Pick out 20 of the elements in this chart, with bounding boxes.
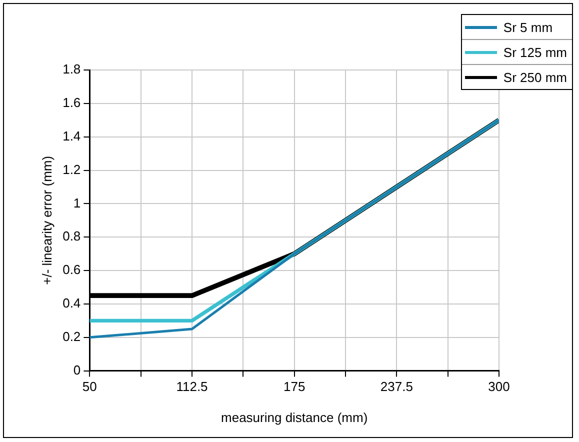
y-tick-label: 0.6 [62,262,81,278]
y-axis-title: +/- linearity error (mm) [39,156,54,285]
y-tick-label: 1.6 [62,95,81,110]
y-tick-label: 1 [73,195,81,210]
x-tick-label: 50 [82,379,97,394]
x-tick-label: 237.5 [380,379,413,394]
y-tick-label: 1.2 [62,162,81,177]
legend-label: Sr 5 mm [503,20,553,34]
x-tick-label: 175 [283,379,306,394]
y-tick-label: 1.4 [62,128,81,144]
x-tick-label: 112.5 [176,379,208,394]
y-tick-label: 0.2 [62,328,81,344]
y-tick-label: 0 [73,362,81,378]
y-tick-label: 0.8 [62,228,81,244]
legend-label: Sr 125 mm [503,44,567,60]
x-axis-title: measuring distance (mm) [221,410,368,425]
y-tick-label: 0.4 [62,296,81,311]
y-tick-label: 1.8 [62,62,81,77]
x-tick-label: 300 [488,379,510,394]
legend-label: Sr 250 mm [503,70,567,84]
